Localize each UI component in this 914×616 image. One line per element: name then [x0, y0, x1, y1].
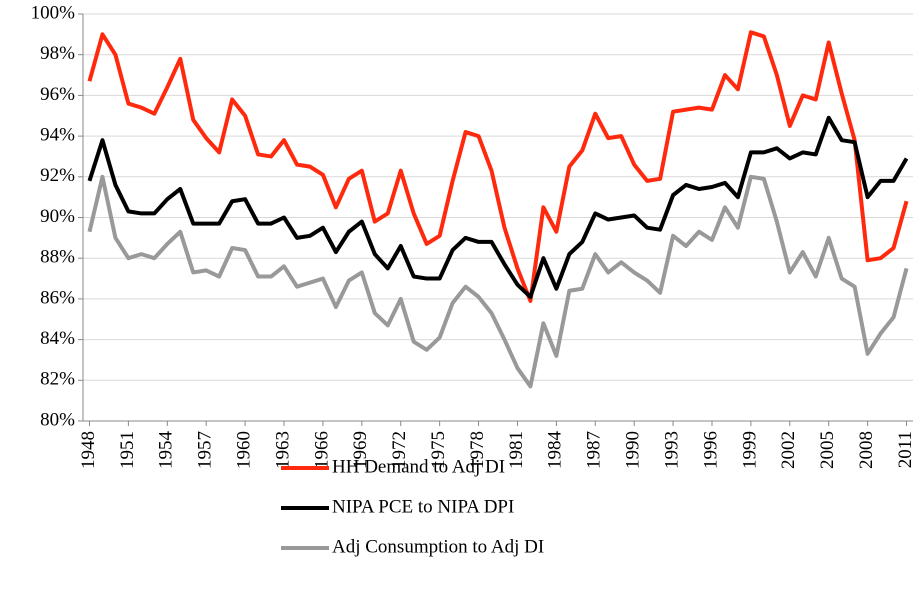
x-tick-label: 1963: [272, 431, 293, 469]
x-tick-label: 1981: [506, 431, 527, 469]
y-tick-label: 94%: [40, 124, 75, 145]
x-tick-label: 1948: [78, 431, 99, 469]
series-line: [87, 115, 909, 299]
x-tick-label: 2002: [778, 431, 799, 469]
x-tick-label: 1996: [700, 431, 721, 469]
x-tick-label: 1984: [545, 431, 566, 470]
y-tick-label: 82%: [40, 369, 75, 390]
x-tick-label: 1969: [350, 431, 371, 469]
legend-label: HH Demand to Adj DI: [332, 456, 505, 477]
x-tick-label: 1987: [584, 431, 605, 469]
y-tick-label: 90%: [40, 206, 75, 227]
x-tick-label: 1951: [117, 431, 138, 469]
x-tick-label: 1993: [661, 431, 682, 469]
y-tick-label: 92%: [40, 165, 75, 186]
x-tick-label: 1954: [156, 431, 177, 470]
x-tick-label: 1978: [467, 431, 488, 469]
legend-label: Adj Consumption to Adj DI: [332, 536, 544, 557]
y-tick-label: 88%: [40, 247, 75, 268]
x-tick-label: 1999: [739, 431, 760, 469]
y-tick-label: 96%: [40, 84, 75, 105]
x-tick-label: 2011: [895, 431, 914, 468]
x-tick-label: 1972: [389, 431, 410, 469]
x-tick-label: 1990: [623, 431, 644, 469]
x-tick-label: 2005: [817, 431, 838, 469]
series-line: [87, 30, 909, 303]
series-line: [87, 174, 909, 389]
x-tick-label: 1975: [428, 431, 449, 469]
x-tick-label: 2008: [856, 431, 877, 469]
y-tick-label: 84%: [40, 328, 75, 349]
y-tick-label: 80%: [40, 409, 75, 430]
x-tick-label: 1957: [195, 431, 216, 469]
x-tick-label: 1960: [233, 431, 254, 469]
y-tick-label: 98%: [40, 43, 75, 64]
y-tick-label: 86%: [40, 287, 75, 308]
x-tick-label: 1966: [311, 431, 332, 469]
y-tick-label: 100%: [31, 2, 76, 23]
legend-label: NIPA PCE to NIPA DPI: [332, 496, 514, 517]
